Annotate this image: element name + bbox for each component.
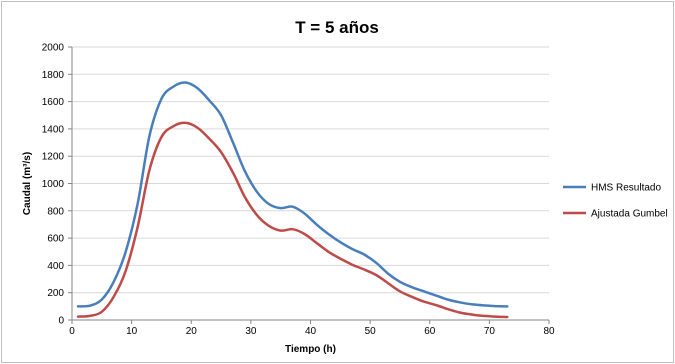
legend-label: HMS Resultado	[591, 183, 661, 194]
x-tick-label: 60	[424, 326, 436, 337]
series-line-1	[76, 81, 509, 308]
x-tick-label: 80	[543, 326, 555, 337]
x-tick-label: 0	[69, 326, 75, 337]
x-tick-label: 20	[186, 326, 198, 337]
chart-title: T = 5 años	[295, 18, 379, 37]
series-line-2	[76, 121, 509, 319]
x-tick-label: 70	[484, 326, 496, 337]
y-axis-title: Caudal (m³/s)	[22, 152, 33, 215]
y-tick-label: 1000	[42, 179, 65, 190]
y-tick-label: 1600	[42, 97, 65, 108]
legend: HMS Resultado Ajustada Gumbel	[563, 183, 668, 220]
y-tick-label: 1200	[42, 152, 65, 163]
y-tick-label: 1800	[42, 70, 65, 81]
x-tick-label: 50	[365, 326, 377, 337]
x-tick-label: 10	[126, 326, 138, 337]
y-tick-label: 400	[47, 261, 64, 272]
x-axis-title: Tiempo (h)	[285, 344, 336, 355]
y-tick-label: 1400	[42, 124, 65, 135]
y-tick-label: 800	[47, 206, 64, 217]
y-tick-label: 200	[47, 288, 64, 299]
y-ticks: 0 200 400 600 800 1000 1200 1400 1600 1800 2000	[42, 43, 72, 327]
y-tick-label: 0	[58, 316, 64, 327]
series-lines	[76, 81, 509, 319]
x-ticks: 0 10 20 30 40 50 60 70 80	[69, 320, 555, 337]
gridlines	[72, 46, 549, 294]
x-tick-label: 30	[245, 326, 257, 337]
y-tick-label: 600	[47, 234, 64, 245]
x-tick-label: 40	[305, 326, 317, 337]
legend-label: Ajustada Gumbel	[591, 209, 668, 220]
y-tick-label: 2000	[42, 43, 65, 54]
